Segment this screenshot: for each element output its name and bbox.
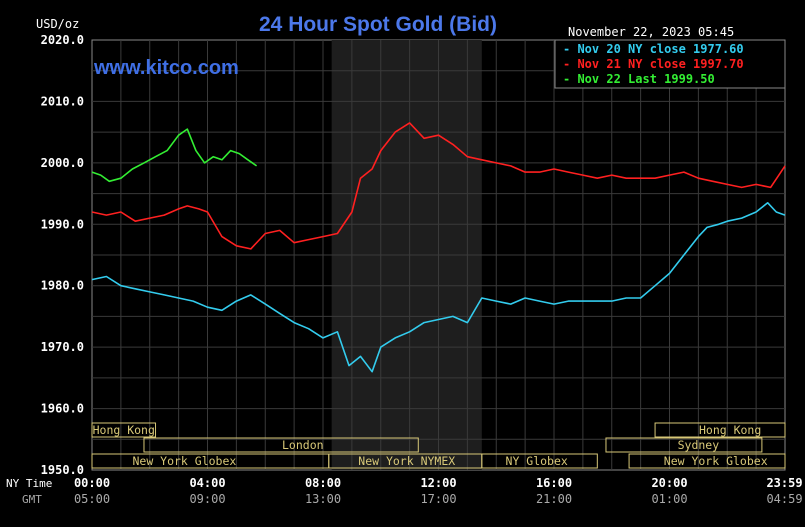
y-tick-label: 1950.0 bbox=[41, 463, 84, 477]
x-tick-label-gmt: 01:00 bbox=[651, 492, 687, 506]
legend-box bbox=[554, 39, 786, 89]
x-tick-label-gmt: 09:00 bbox=[189, 492, 225, 506]
legend-entry: - Nov 21 NY close 1997.70 bbox=[563, 57, 744, 71]
legend: - Nov 20 NY close 1977.60- Nov 21 NY clo… bbox=[554, 39, 786, 89]
unit-label: USD/oz bbox=[36, 17, 79, 31]
y-tick-label: 2000.0 bbox=[41, 156, 84, 170]
session-bar bbox=[628, 453, 786, 469]
x-tick-label-ny: 20:00 bbox=[651, 476, 687, 490]
x-tick-label-gmt: 05:00 bbox=[74, 492, 110, 506]
session-label: Hong Kong bbox=[699, 423, 761, 437]
grid-lines bbox=[92, 40, 785, 470]
y-tick-label: 2020.0 bbox=[41, 33, 84, 47]
watermark: www.kitco.com bbox=[93, 57, 239, 79]
series-line-1 bbox=[91, 202, 786, 373]
session-bar bbox=[143, 437, 419, 453]
legend-entry: - Nov 22 Last 1999.50 bbox=[563, 72, 715, 86]
series-line-2 bbox=[91, 122, 786, 250]
series-line-3 bbox=[91, 128, 258, 183]
x-tick-label-gmt: 17:00 bbox=[420, 492, 456, 506]
session-label: New York NYMEX bbox=[358, 454, 455, 468]
x-tick-label-ny: 23:59 bbox=[766, 476, 802, 490]
x-tick-label-ny: 12:00 bbox=[420, 476, 456, 490]
x-row-label-ny: NY Time bbox=[6, 477, 52, 490]
price-series bbox=[91, 122, 786, 373]
session-bar bbox=[91, 422, 157, 438]
y-tick-label: 1980.0 bbox=[41, 279, 84, 293]
legend-entry: - Nov 20 NY close 1977.60 bbox=[563, 42, 744, 56]
session-label: Sydney bbox=[678, 438, 720, 452]
x-tick-label-gmt: 04:59 bbox=[766, 492, 802, 506]
x-tick-label-ny: 16:00 bbox=[536, 476, 572, 490]
chart-labels: USD/oz 24 Hour Spot Gold (Bid) www.kitco.c… bbox=[36, 13, 734, 79]
y-tick-label: 1990.0 bbox=[41, 217, 84, 231]
x-tick-label-ny: 08:00 bbox=[305, 476, 341, 490]
y-tick-label: 1970.0 bbox=[41, 340, 84, 354]
session-label: New York Globex bbox=[664, 454, 768, 468]
y-tick-label: 1960.0 bbox=[41, 402, 84, 416]
y-tick-label: 2010.0 bbox=[41, 94, 84, 108]
timestamp: November 22, 2023 05:45 bbox=[568, 25, 734, 39]
session-bar bbox=[481, 453, 598, 469]
axes: 2020.0 2010.0 2000.0 1990.0 1980.0 1970.0 1960… bbox=[6, 33, 803, 506]
session-label: NY Globex bbox=[506, 454, 568, 468]
x-tick-label-gmt: 13:00 bbox=[305, 492, 341, 506]
x-tick-label-ny: 04:00 bbox=[189, 476, 225, 490]
trading-sessions: Hong Kong London New York Globex New York N… bbox=[91, 422, 786, 469]
session-bar bbox=[654, 422, 786, 438]
x-tick-label-gmt: 21:00 bbox=[536, 492, 572, 506]
x-tick-label-ny: 00:00 bbox=[74, 476, 110, 490]
chart-title: 24 Hour Spot Gold (Bid) bbox=[259, 13, 497, 36]
session-label: New York Globex bbox=[132, 454, 236, 468]
session-bar bbox=[605, 437, 763, 453]
session-label: Hong Kong bbox=[93, 423, 155, 437]
session-label: London bbox=[282, 438, 324, 452]
x-row-label-gmt: GMT bbox=[22, 493, 42, 506]
